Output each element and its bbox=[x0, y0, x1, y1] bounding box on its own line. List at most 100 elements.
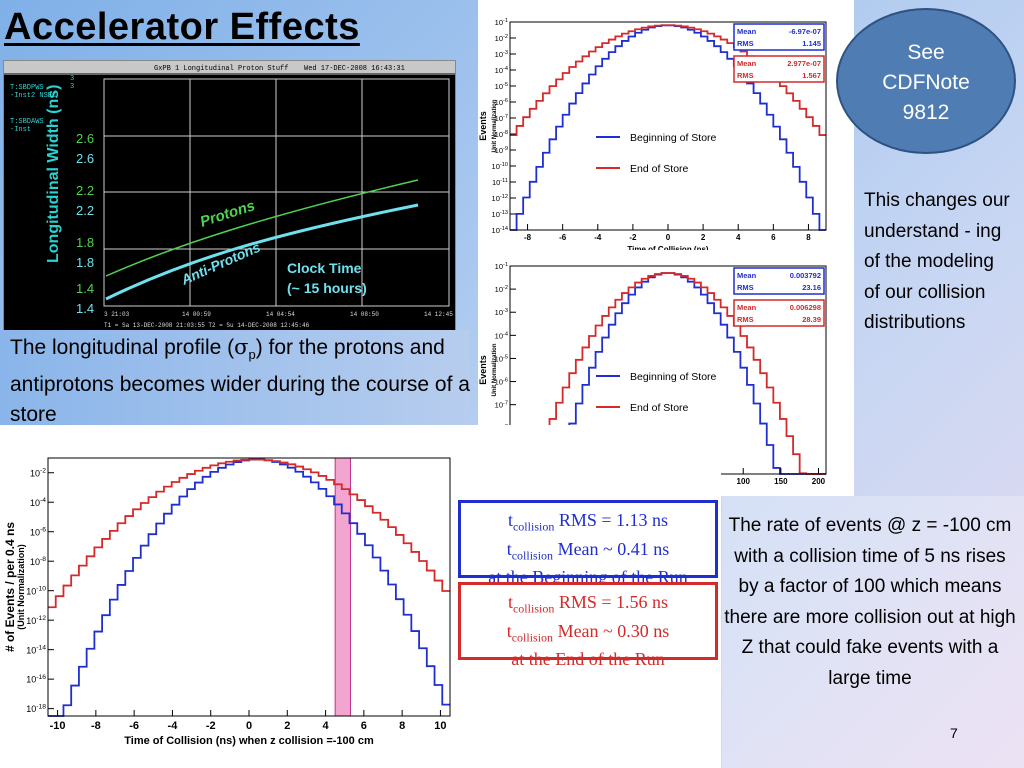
stats-box bbox=[733, 23, 825, 51]
x-tick-label: 4 bbox=[323, 720, 330, 732]
plot-frame bbox=[47, 457, 451, 717]
y-tick-label: 10-2 bbox=[495, 34, 508, 43]
caption-sigma: σ bbox=[234, 335, 249, 359]
x-tick-label: -4 bbox=[594, 233, 602, 242]
x-tick-label: 150 bbox=[774, 477, 788, 486]
y-axis-label: Events bbox=[478, 111, 488, 141]
summary-sub: collision bbox=[512, 601, 555, 616]
y-tick-label: 10-10 bbox=[26, 586, 46, 597]
scope-green-tick: 2.6 bbox=[76, 131, 94, 146]
stats-value: -6.97e-07 bbox=[789, 27, 821, 36]
scope-cyan-tick: 2.6 bbox=[76, 151, 94, 166]
summary-t: t bbox=[507, 510, 513, 530]
x-tick-label: 10 bbox=[434, 720, 446, 732]
y-tick-label: 10-4 bbox=[30, 497, 46, 508]
stats-value: 28.39 bbox=[802, 315, 821, 324]
stats-key: Mean bbox=[737, 271, 757, 280]
y-axis-label-2: (Unit Normalization) bbox=[16, 544, 26, 630]
y-axis-label-2: Unit Normalization bbox=[492, 99, 498, 152]
y-axis-label-2: Unit Normalization bbox=[492, 343, 498, 396]
summary-t: t bbox=[506, 538, 512, 559]
y-tick-label: 10-6 bbox=[495, 98, 508, 107]
y-axis-label: Events bbox=[478, 355, 488, 385]
y-tick-label: 10-3 bbox=[495, 308, 508, 317]
stats-value: 0.003792 bbox=[790, 271, 821, 280]
y-tick-label: 10-1 bbox=[495, 262, 508, 271]
stats-value: 2.977e-07 bbox=[787, 59, 821, 68]
scope-time-tick: 14 00:59 bbox=[182, 311, 211, 318]
note-line: 9812 bbox=[902, 101, 950, 124]
time-at-z-minus-100-chart: -10 -8 -6 -4 -2 0 2 4 6 8 10 10-2 10-4 10-6 10-8 10-10 1… bbox=[3, 457, 451, 747]
x-tick-label: 2 bbox=[701, 233, 706, 242]
y-tick-label: 10-4 bbox=[495, 331, 508, 340]
summary-t: t bbox=[507, 592, 513, 612]
scope-time-tick: 14 04:54 bbox=[266, 311, 295, 318]
summary-end-box: tcollision RMS = 1.56 ns tcollision Mean… bbox=[458, 582, 718, 669]
antiprotons-curve bbox=[105, 203, 419, 301]
scope-code: -Inst2 NSEC bbox=[10, 92, 56, 100]
x-tick-label: 4 bbox=[736, 233, 741, 242]
y-tick-label: 10-4 bbox=[495, 66, 508, 75]
caption-background bbox=[0, 330, 470, 426]
x-axis-label: Time of Collision (ns) when z collision … bbox=[124, 735, 374, 747]
scope-code: 3 bbox=[70, 83, 74, 91]
stats-key: RMS bbox=[737, 283, 754, 292]
x-tick-label: -2 bbox=[206, 720, 216, 732]
stats-value: 1.567 bbox=[802, 71, 821, 80]
summary-run-label: at the End of the Run bbox=[511, 649, 665, 670]
series-line-0 bbox=[48, 458, 450, 717]
y-tick-label: 10-14 bbox=[492, 226, 508, 235]
clock-time-label: Clock Time bbox=[287, 260, 362, 276]
y-tick-label: 10-13 bbox=[492, 210, 508, 219]
scope-cyan-tick: 1.4 bbox=[76, 301, 94, 316]
y-tick-label: 10-10 bbox=[492, 162, 508, 171]
x-tick-label: -2 bbox=[629, 233, 637, 242]
longitudinal-width-scope: GxPB 1 Longitudinal Proton Stuff Wed 17-… bbox=[3, 60, 456, 334]
summary-rms: RMS = 1.13 ns bbox=[558, 510, 669, 530]
x-tick-label: 0 bbox=[246, 720, 252, 732]
scope-code: T:SBDAWS bbox=[10, 118, 44, 126]
scope-header: GxPB 1 Longitudinal Proton Stuff bbox=[154, 65, 288, 73]
y-tick-label: 10-8 bbox=[495, 130, 508, 139]
y-tick-label: 10-18 bbox=[26, 704, 46, 715]
y-tick-label: 10-12 bbox=[26, 615, 46, 626]
x-tick-label: 100 bbox=[737, 477, 751, 486]
summary-beginning-box: tcollision RMS = 1.13 ns tcollision Mean… bbox=[458, 500, 718, 587]
summary-mean: Mean ~ 0.30 ns bbox=[557, 620, 670, 641]
caption-suffix: ) for the protons and antiprotons become… bbox=[10, 336, 470, 427]
legend-label: Beginning of Store bbox=[630, 132, 717, 144]
x-tick-label: -10 bbox=[50, 720, 66, 732]
scope-green-tick: 1.4 bbox=[76, 281, 94, 296]
x-tick-label: -6 bbox=[559, 233, 567, 242]
x-tick-label: 0 bbox=[666, 233, 671, 242]
legend-label: Beginning of Store bbox=[630, 371, 717, 383]
x-tick-label: 6 bbox=[361, 720, 367, 732]
highlight-band bbox=[334, 457, 351, 717]
page-number: 7 bbox=[950, 725, 958, 741]
scope-time-tick: 14 08:50 bbox=[350, 311, 379, 318]
summary-sub: collision bbox=[512, 519, 555, 534]
rate-explanation: The rate of events @ z = -100 cm with a … bbox=[724, 515, 1016, 689]
y-tick-label: 10-11 bbox=[492, 178, 508, 187]
y-tick-label: 10-2 bbox=[30, 468, 46, 479]
y-tick-label: 10-5 bbox=[495, 354, 508, 363]
modeling-note: This changes our understand - ing of the… bbox=[864, 190, 1010, 333]
x-tick-label: -4 bbox=[168, 720, 179, 732]
summary-sub: collision bbox=[511, 630, 554, 645]
scope-code: -Inst bbox=[10, 126, 31, 134]
stats-box bbox=[733, 55, 825, 83]
scope-code: T:SBDPWS bbox=[10, 84, 44, 92]
note-line: CDFNote bbox=[882, 71, 970, 94]
y-tick-label: 10-5 bbox=[495, 82, 508, 91]
stats-key: RMS bbox=[737, 71, 754, 80]
scope-green-tick: 1.8 bbox=[76, 235, 94, 250]
x-tick-label: -8 bbox=[524, 233, 532, 242]
y-tick-label: 10-2 bbox=[495, 285, 508, 294]
slide-title: Accelerator Effects bbox=[4, 6, 360, 48]
stats-key: Mean bbox=[737, 27, 757, 36]
y-tick-label: 10-1 bbox=[495, 18, 508, 27]
legend-label: End of Store bbox=[630, 163, 689, 175]
scope-green-tick: 2.2 bbox=[76, 183, 94, 198]
stats-key: RMS bbox=[737, 39, 754, 48]
clock-duration-label: (~ 15 hours) bbox=[287, 280, 367, 296]
